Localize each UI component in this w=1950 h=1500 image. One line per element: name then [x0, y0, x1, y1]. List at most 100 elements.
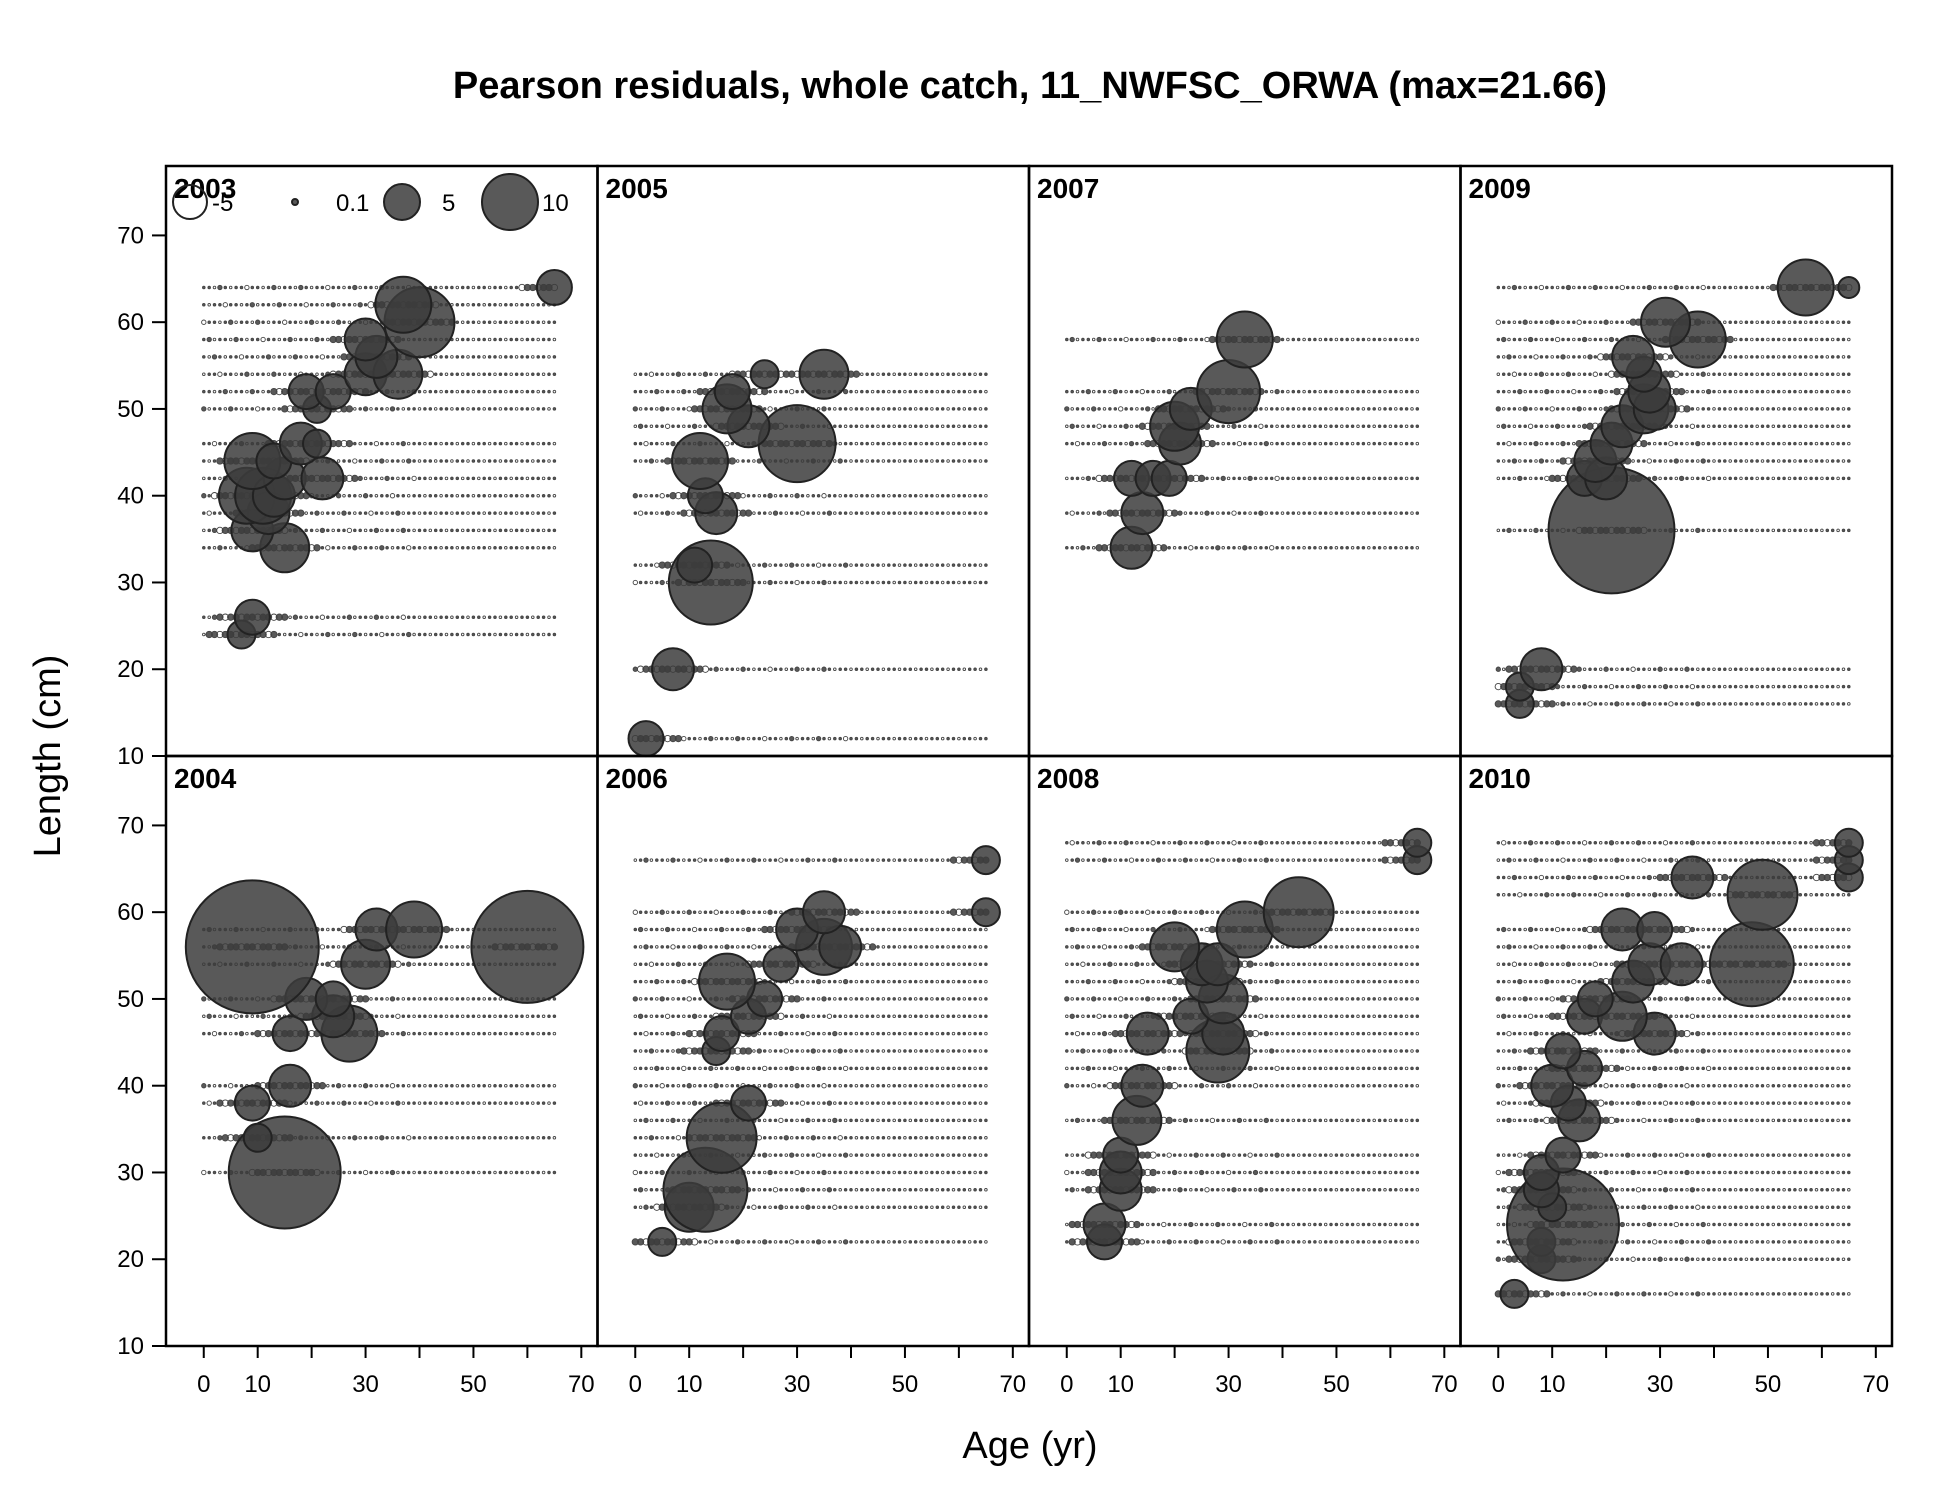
residual-point — [892, 1014, 896, 1019]
residual-point — [946, 511, 950, 515]
residual-point — [876, 389, 880, 394]
residual-point — [439, 1031, 443, 1036]
residual-point — [903, 1118, 907, 1123]
residual-point — [396, 1170, 400, 1175]
residual-point — [1216, 476, 1220, 481]
residual-point — [336, 1136, 341, 1140]
residual-point — [957, 1136, 961, 1140]
residual-point — [854, 858, 859, 862]
residual-point — [1081, 1153, 1085, 1157]
residual-point — [1199, 337, 1204, 342]
residual-point — [779, 1170, 783, 1175]
residual-point — [1302, 511, 1306, 515]
residual-point — [466, 1136, 470, 1140]
residual-point — [1383, 1188, 1387, 1192]
residual-point — [1340, 546, 1344, 550]
residual-point — [277, 1014, 282, 1019]
residual-point — [541, 337, 546, 342]
residual-point — [455, 1136, 460, 1140]
residual-point — [363, 459, 368, 463]
residual-point — [482, 1083, 486, 1088]
residual-point — [1091, 1083, 1097, 1089]
residual-point — [417, 546, 422, 550]
residual-point — [1264, 1153, 1269, 1157]
residual-point — [228, 337, 233, 342]
residual-point — [784, 1188, 789, 1192]
residual-point — [913, 997, 918, 1001]
residual-point — [881, 997, 886, 1001]
residual-point — [638, 945, 643, 949]
residual-point — [234, 372, 238, 376]
residual-point — [638, 407, 643, 411]
residual-point — [498, 1101, 503, 1105]
residual-point — [1388, 546, 1393, 550]
residual-point — [919, 1170, 923, 1175]
residual-point — [687, 1014, 691, 1019]
residual-point — [466, 962, 470, 966]
residual-point — [1189, 511, 1193, 515]
residual-point — [903, 858, 907, 862]
residual-point — [633, 858, 638, 862]
residual-point — [643, 440, 649, 447]
residual-point — [504, 372, 508, 376]
residual-bubble — [798, 348, 850, 400]
residual-point — [450, 962, 454, 966]
residual-point — [903, 997, 907, 1001]
residual-point — [655, 407, 659, 411]
residual-point — [1307, 424, 1312, 429]
residual-point — [444, 1136, 449, 1140]
residual-point — [1415, 424, 1420, 429]
residual-point — [935, 997, 940, 1001]
residual-point — [541, 546, 546, 550]
residual-point — [718, 926, 725, 933]
residual-point — [973, 667, 977, 671]
residual-point — [1410, 337, 1414, 342]
residual-point — [676, 1101, 681, 1105]
residual-point — [352, 631, 358, 638]
residual-point — [806, 1049, 810, 1053]
residual-point — [816, 1014, 821, 1019]
residual-point — [681, 978, 687, 985]
residual-point — [1404, 511, 1409, 515]
residual-point — [1329, 424, 1333, 429]
residual-point — [865, 441, 869, 446]
residual-point — [1162, 389, 1166, 394]
residual-point — [854, 1014, 859, 1019]
residual-point — [1313, 389, 1317, 394]
residual-point — [433, 962, 438, 966]
residual-point — [455, 459, 460, 463]
residual-point — [913, 441, 918, 446]
residual-point — [962, 580, 967, 585]
residual-point — [1394, 1118, 1398, 1123]
residual-point — [762, 1118, 767, 1123]
residual-point — [351, 474, 359, 483]
residual-point — [1388, 407, 1393, 411]
residual-point — [471, 1170, 476, 1175]
residual-point — [417, 615, 422, 619]
residual-point — [655, 910, 659, 914]
residual-point — [978, 493, 983, 498]
residual-point — [908, 372, 913, 376]
residual-point — [504, 1101, 508, 1105]
residual-point — [870, 563, 875, 567]
residual-point — [466, 372, 470, 376]
residual-point — [1307, 476, 1312, 481]
residual-point — [1113, 441, 1118, 446]
residual-point — [967, 667, 972, 671]
residual-point — [1135, 441, 1139, 446]
residual-point — [951, 424, 956, 429]
residual-point — [531, 1031, 535, 1036]
residual-point — [789, 667, 794, 671]
residual-point — [218, 337, 222, 342]
residual-point — [638, 997, 643, 1001]
residual-point — [1334, 441, 1339, 446]
residual-point — [1415, 407, 1420, 411]
residual-point — [233, 1013, 239, 1019]
residual-point — [423, 511, 427, 515]
residual-point — [466, 528, 470, 533]
residual-point — [482, 511, 486, 515]
residual-point — [784, 1118, 789, 1123]
residual-point — [265, 354, 272, 360]
residual-point — [665, 945, 670, 949]
residual-point — [903, 1188, 907, 1192]
